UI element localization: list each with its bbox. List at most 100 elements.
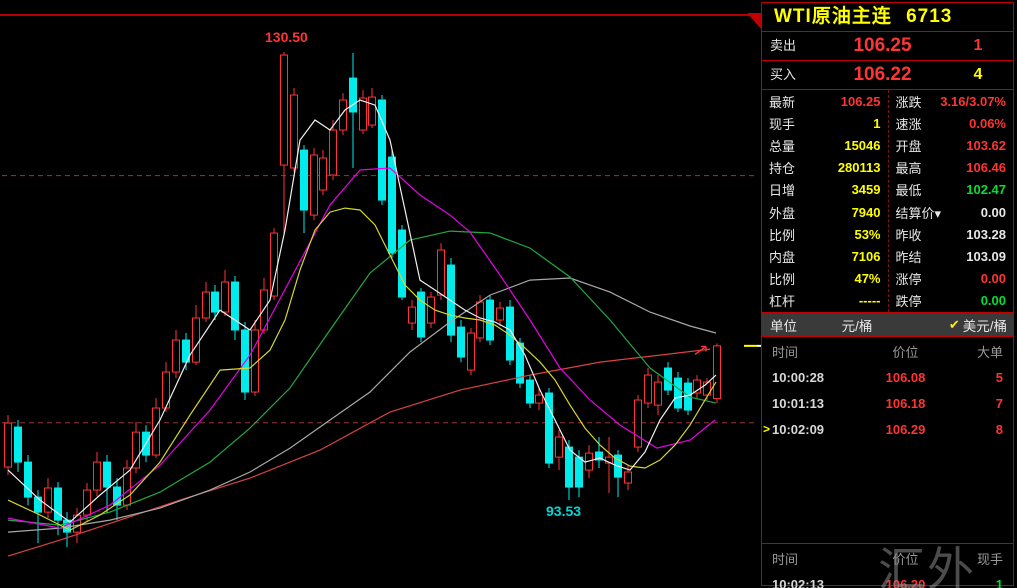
stat-value: 7106 xyxy=(851,248,881,264)
tick-qty: 8 xyxy=(995,421,1003,437)
current-tick-marker-icon: > xyxy=(763,422,771,436)
stat-label: 结算价▾ xyxy=(895,205,942,221)
time-sales-header: 时间 价位 大单 xyxy=(762,340,1013,362)
stat-value: 1 xyxy=(873,115,881,131)
quote-panel: WTI原油主连 6713 卖出 106.25 1 买入 106.22 4 最新 1… xyxy=(747,2,1014,588)
low-price-label: 93.53 xyxy=(546,503,581,519)
last-trade-qty: 1 xyxy=(995,576,1003,588)
stat-value: 103.28 xyxy=(966,226,1006,242)
sell-label: 卖出 xyxy=(770,38,797,53)
sell-qty: 1 xyxy=(973,37,983,54)
instrument-name: WTI原油主连 xyxy=(774,6,892,27)
stat-row-right-1: 速涨 0.06% xyxy=(889,112,1014,134)
stat-row-right-2: 开盘 103.62 xyxy=(889,134,1014,156)
buy-price[interactable]: 106.22 xyxy=(853,64,912,85)
checkmark-icon[interactable]: ✔ xyxy=(948,316,960,332)
unit-alt-currency[interactable]: 美元/桶 xyxy=(962,318,1007,334)
instrument-title: WTI原油主连 6713 xyxy=(762,3,1013,32)
stat-value: 0.00 xyxy=(980,293,1006,309)
stat-value: 102.47 xyxy=(966,182,1006,198)
stat-label: 昨收 xyxy=(895,227,922,243)
stat-label: 杠杆 xyxy=(769,294,796,310)
tick-row-0: 10:00:28 106.08 5 xyxy=(762,366,1013,388)
stat-row-left-4: 日增 3459 xyxy=(762,179,888,201)
last-trade-price: 106.20 xyxy=(885,576,926,588)
stat-row-right-9: 跌停 0.00 xyxy=(889,290,1014,312)
stat-row-left-6: 比例 53% xyxy=(762,223,888,245)
sell-row: 卖出 106.25 1 xyxy=(762,32,1013,61)
tick-row-1: 10:01:13 106.18 7 xyxy=(762,392,1013,414)
sell-price[interactable]: 106.25 xyxy=(853,35,912,56)
panel-corner-fold-icon xyxy=(747,13,762,30)
stat-value: 53% xyxy=(854,226,881,242)
unit-label: 单位 xyxy=(770,318,797,334)
stat-value: 106.25 xyxy=(840,93,881,109)
tick-price: 106.08 xyxy=(885,369,926,385)
buy-row: 买入 106.22 4 xyxy=(762,61,1013,90)
stat-value: 3459 xyxy=(851,182,881,198)
breakout-arrow-icon xyxy=(694,345,707,356)
stat-label: 现手 xyxy=(769,116,796,132)
stat-row-right-4: 最低 102.47 xyxy=(889,179,1014,201)
last-trade-row: 10:02:13 106.20 1 xyxy=(762,573,1013,588)
stat-value: 0.00 xyxy=(980,204,1006,220)
unit-value: 元/桶 xyxy=(841,318,873,334)
stat-label: 昨结 xyxy=(895,249,922,265)
stat-row-left-8: 比例 47% xyxy=(762,268,888,290)
stat-label: 比例 xyxy=(769,272,796,288)
ma-slow-red xyxy=(7,348,711,557)
kline-chart[interactable]: 130.50 93.53 xyxy=(0,0,762,588)
stat-row-right-5[interactable]: 结算价▾ 0.00 xyxy=(889,201,1014,223)
stat-label: 最高 xyxy=(895,161,922,177)
stat-row-left-3: 持仓 280113 xyxy=(762,157,888,179)
col-bigorder: 大单 xyxy=(976,344,1003,360)
ma-magenta xyxy=(7,167,716,529)
stat-label: 内盘 xyxy=(769,249,796,265)
stat-value: 103.09 xyxy=(966,248,1006,264)
stat-value: 106.46 xyxy=(966,160,1006,176)
stats-column-left: 最新 106.25 现手 1 总量 15046 持仓 280113 日增 3459 外盘 7940 比例… xyxy=(762,90,888,312)
col-price: 价位 xyxy=(892,344,919,360)
stat-label: 最新 xyxy=(769,94,796,110)
stat-row-left-1: 现手 1 xyxy=(762,112,888,134)
col-lot: 现手 xyxy=(976,551,1003,567)
stat-row-right-7: 昨结 103.09 xyxy=(889,245,1014,267)
tick-time: 10:01:13 xyxy=(772,395,825,411)
stat-label: 持仓 xyxy=(769,161,796,177)
stat-row-left-5: 外盘 7940 xyxy=(762,201,888,223)
stat-label: 日增 xyxy=(769,183,796,199)
stat-label: 比例 xyxy=(769,227,796,243)
last-trade-section: 时间 价位 现手 10:02:13 106.20 1 xyxy=(762,547,1013,588)
unit-row: 单位 元/桶 ✔ 美元/桶 xyxy=(762,313,1013,337)
quote-stats: 最新 106.25 现手 1 总量 15046 持仓 280113 日增 3459 外盘 7940 比例… xyxy=(762,90,1013,313)
stat-label: 最低 xyxy=(895,183,922,199)
stat-label: 开盘 xyxy=(895,138,922,154)
stat-row-right-0: 涨跌 3.16/3.07% xyxy=(889,90,1014,112)
tick-qty: 7 xyxy=(995,395,1003,411)
stat-value: 280113 xyxy=(837,160,881,176)
ma-green xyxy=(7,230,717,526)
stat-row-left-9: 杠杆 ----- xyxy=(762,290,888,312)
stat-row-left-7: 内盘 7106 xyxy=(762,245,888,267)
stat-label: 涨跌 xyxy=(895,94,922,110)
col-price: 价位 xyxy=(892,551,919,567)
ma-gray xyxy=(7,277,717,533)
stat-row-right-3: 最高 106.46 xyxy=(889,157,1014,179)
tick-qty: 5 xyxy=(995,369,1003,385)
tick-time: 10:00:28 xyxy=(772,369,825,385)
last-trade-time: 10:02:13 xyxy=(772,576,825,588)
buy-qty: 4 xyxy=(973,66,983,83)
stat-label: 涨停 xyxy=(895,272,922,288)
stat-value: 3.16/3.07% xyxy=(940,93,1006,109)
tick-rows: 10:00:28 106.08 5 10:01:13 106.18 7 >10:02:09 1… xyxy=(762,366,1013,440)
tick-row-2: >10:02:09 106.29 8 xyxy=(762,418,1013,440)
stat-value: 47% xyxy=(854,271,881,287)
last-trade-header: 时间 价位 现手 xyxy=(762,547,1013,569)
stat-row-left-2: 总量 15046 xyxy=(762,134,888,156)
stat-label: 跌停 xyxy=(895,294,922,310)
ma-white xyxy=(7,99,717,523)
stat-value: ----- xyxy=(858,293,881,309)
time-sales-section[interactable]: 时间 价位 大单 10:00:28 106.08 5 10:01:13 106.18 7 >… xyxy=(762,340,1013,544)
buy-label: 买入 xyxy=(770,67,797,82)
